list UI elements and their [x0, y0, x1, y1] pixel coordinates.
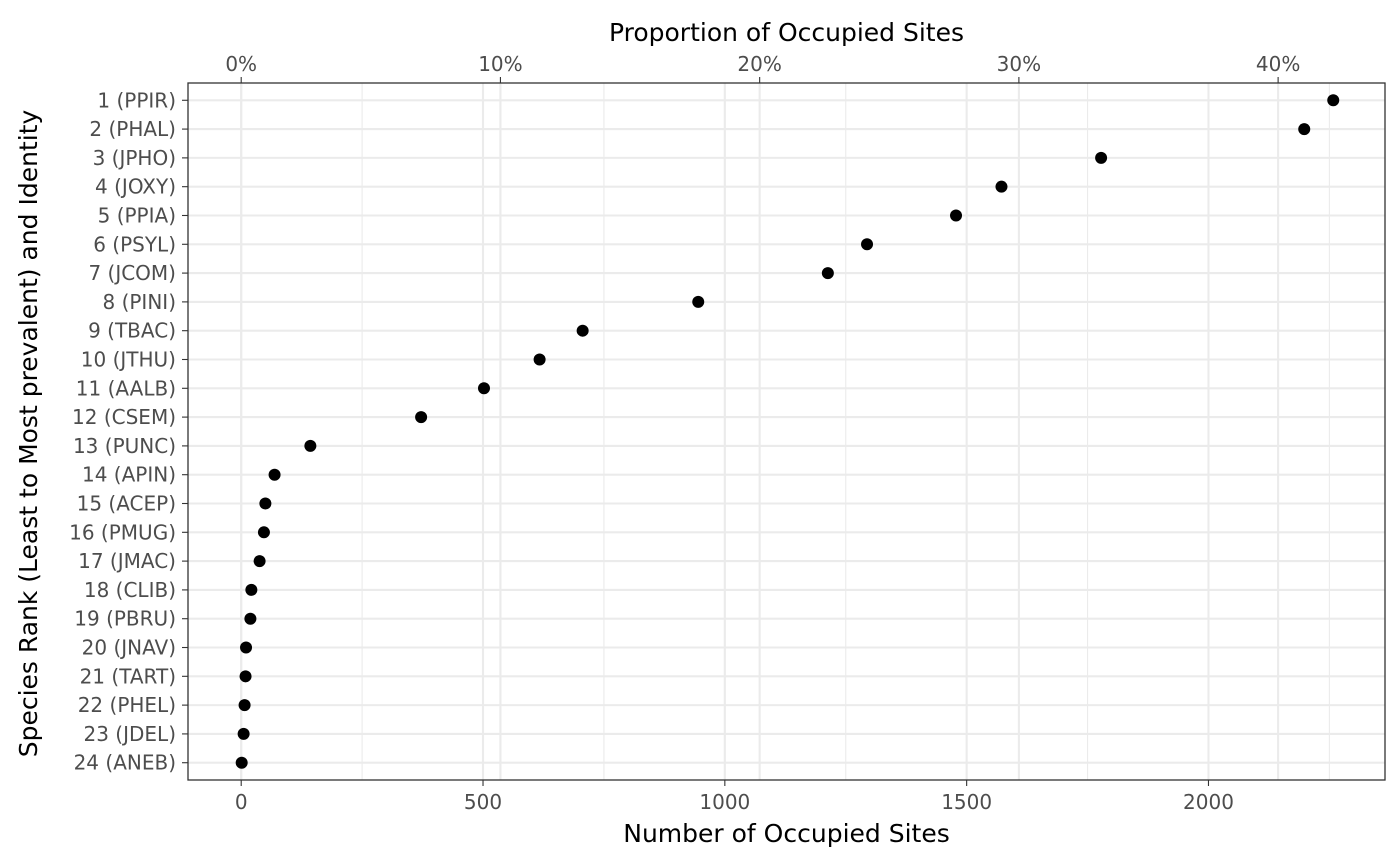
y-axis-title: Species Rank (Least to Most prevalent) a…	[14, 110, 43, 758]
y-tick-label: 13 (PUNC)	[73, 434, 176, 458]
x2-tick-label: 40%	[1256, 52, 1300, 76]
y-tick-label: 20 (JNAV)	[82, 636, 176, 660]
y-tick-label: 6 (PSYL)	[93, 232, 176, 256]
data-point	[237, 727, 250, 740]
y-tick-label: 12 (CSEM)	[72, 405, 176, 429]
data-point	[995, 180, 1008, 193]
data-point	[1095, 151, 1108, 164]
data-points	[235, 94, 1340, 769]
axis-ticks	[182, 77, 1279, 786]
y-tick-label: 5 (PPIA)	[98, 203, 176, 227]
x2-tick-label: 10%	[478, 52, 522, 76]
y-tick-label: 15 (ACEP)	[77, 492, 176, 516]
y-tick-label: 16 (PMUG)	[69, 520, 176, 544]
x-tick-label: 500	[464, 790, 502, 814]
panel-border	[187, 82, 1386, 781]
data-point	[533, 353, 546, 366]
data-point	[244, 612, 257, 625]
data-point	[240, 641, 253, 654]
y-tick-label: 22 (PHEL)	[78, 693, 176, 717]
data-point	[259, 497, 272, 510]
data-point	[253, 555, 266, 568]
data-point	[477, 382, 490, 395]
y-tick-label: 18 (CLIB)	[84, 578, 176, 602]
x-tick-label: 1500	[941, 790, 992, 814]
x2-tick-label: 0%	[225, 52, 257, 76]
y-tick-label: 7 (JCOM)	[88, 261, 176, 285]
data-point	[861, 238, 874, 251]
y-tick-label: 19 (PBRU)	[74, 607, 176, 631]
y-tick-label: 24 (ANEB)	[74, 751, 176, 775]
y-tick-label: 14 (APIN)	[82, 463, 176, 487]
data-point	[950, 209, 963, 222]
data-point	[415, 411, 428, 424]
data-point	[257, 526, 270, 539]
y-tick-label: 4 (JOXY)	[95, 175, 176, 199]
data-point	[1327, 94, 1340, 107]
x2-tick-label: 20%	[737, 52, 781, 76]
data-point	[268, 468, 281, 481]
y-tick-label: 2 (PHAL)	[89, 117, 176, 141]
y-tick-label: 8 (PINI)	[102, 290, 176, 314]
y-tick-label: 23 (JDEL)	[84, 722, 177, 746]
data-point	[821, 267, 834, 280]
data-point	[304, 439, 317, 452]
tick-labels: 0 500 1000 1500 2000 0% 10% 20% 30% 40% 1 (PPIR) 2 …	[69, 52, 1300, 814]
x2-tick-label: 30%	[997, 52, 1041, 76]
data-point	[576, 324, 589, 337]
data-point	[238, 699, 251, 712]
y-tick-label: 1 (PPIR)	[97, 88, 176, 112]
y-tick-label: 21 (TART)	[80, 664, 176, 688]
data-point	[235, 756, 248, 769]
data-point	[692, 295, 705, 308]
top-axis-title: Proportion of Occupied Sites	[609, 18, 964, 47]
x-tick-label: 2000	[1183, 790, 1234, 814]
y-tick-label: 11 (AALB)	[76, 376, 176, 400]
bottom-axis-title: Number of Occupied Sites	[623, 819, 949, 848]
data-point	[245, 583, 258, 596]
data-point	[1298, 123, 1311, 136]
y-tick-label: 10 (JTHU)	[81, 347, 176, 371]
x-tick-label: 0	[235, 790, 248, 814]
data-point	[239, 670, 252, 683]
y-tick-label: 17 (JMAC)	[78, 549, 176, 573]
y-tick-label: 3 (JPHO)	[93, 146, 176, 170]
x-tick-label: 1000	[699, 790, 750, 814]
grid-lines	[188, 83, 1385, 780]
y-tick-label: 9 (TBAC)	[88, 319, 176, 343]
